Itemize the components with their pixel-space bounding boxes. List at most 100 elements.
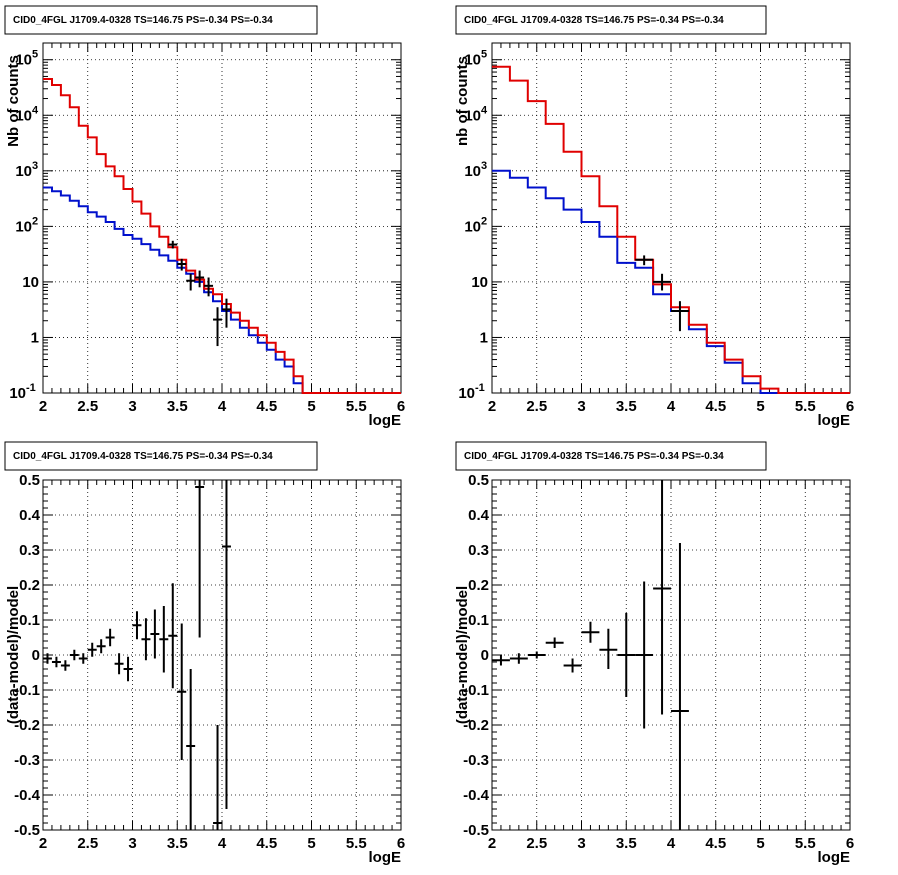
x-tick-label: 4 — [218, 398, 227, 415]
y-tick-base: 10 — [9, 385, 26, 402]
y-tick-label: 10 — [22, 274, 39, 291]
y-tick-label: 10 — [464, 218, 481, 235]
x-tick-label: 3.5 — [167, 835, 188, 852]
data-point — [69, 649, 79, 661]
data-point — [96, 639, 106, 654]
grid — [492, 43, 850, 393]
y-tick-exponent: 4 — [32, 104, 39, 116]
x-tick-label: 6 — [397, 398, 405, 415]
x-tick-label: 5.5 — [346, 398, 367, 415]
data-point — [43, 653, 52, 664]
y-tick-label: 10 — [15, 218, 32, 235]
y-tick-base: 10 — [464, 163, 481, 180]
y-axis-label: (data-model)/model — [454, 586, 471, 724]
y-tick-exponent: 3 — [481, 160, 487, 172]
data-point — [195, 270, 205, 288]
data-point — [123, 656, 133, 682]
x-tick-label: 2.5 — [526, 398, 547, 415]
data-point — [545, 637, 564, 648]
data-point — [671, 543, 689, 830]
data-point — [671, 301, 689, 332]
data-point — [60, 660, 70, 671]
y-tick-base: 10 — [15, 218, 32, 235]
title-box — [4, 441, 318, 471]
y-tick-base: 1 — [480, 329, 488, 346]
y-tick-label: 0.4 — [19, 507, 41, 524]
y-tick-label: 10 — [471, 274, 488, 291]
panel-top-left: CID0_4FGL J1709.4-0328 TS=146.75 PS=-0.3… — [4, 5, 405, 429]
data-point — [105, 628, 115, 647]
data-point — [509, 653, 528, 664]
x-tick-label: 3.5 — [616, 835, 637, 852]
x-tick-label: 4.5 — [705, 835, 726, 852]
y-tick-exponent: -1 — [475, 382, 485, 394]
data-point — [141, 618, 151, 661]
x-tick-label: 2.5 — [77, 835, 98, 852]
y-tick-label: 1 — [31, 329, 39, 346]
y-axis-label: Nb of counts — [5, 55, 22, 147]
data-point — [617, 613, 636, 697]
data-point — [195, 480, 205, 638]
series-model-background — [43, 186, 401, 394]
title-box — [4, 5, 318, 35]
y-tick-label: -0.3 — [14, 752, 40, 769]
y-tick-label: 1 — [480, 329, 488, 346]
x-tick-label: 2 — [39, 835, 47, 852]
y-tick-label: 0.3 — [19, 542, 40, 559]
y-tick-label: 0.5 — [19, 472, 40, 489]
data-point — [168, 583, 178, 689]
x-tick-label: 3.5 — [167, 398, 188, 415]
y-axis-label: (data-model)/model — [5, 586, 22, 724]
data-point — [150, 609, 160, 659]
y-tick-label: 10 — [464, 163, 481, 180]
y-tick-label: 10 — [9, 385, 26, 402]
x-tick-label: 3 — [128, 398, 136, 415]
x-tick-label: 2 — [39, 398, 47, 415]
data-point — [635, 581, 654, 729]
y-tick-base: 10 — [15, 52, 32, 69]
y-tick-exponent: 2 — [32, 215, 38, 227]
data-point — [159, 606, 169, 673]
x-tick-label: 3 — [577, 398, 585, 415]
y-tick-label: -0.5 — [14, 822, 40, 839]
y-tick-base: 10 — [471, 274, 488, 291]
data-point — [78, 653, 88, 664]
y-tick-exponent: -1 — [26, 382, 36, 394]
title-box — [455, 5, 767, 35]
y-tick-base: 1 — [31, 329, 39, 346]
x-tick-label: 4 — [667, 835, 676, 852]
x-tick-label: 4 — [667, 398, 676, 415]
data-point — [132, 611, 142, 640]
x-tick-label: 5 — [756, 835, 764, 852]
data-point — [186, 273, 196, 291]
x-axis-label: logE — [369, 849, 402, 866]
y-tick-base: 10 — [464, 52, 481, 69]
data-point — [177, 623, 187, 760]
data-point — [653, 273, 671, 291]
y-tick-label: -0.5 — [463, 822, 489, 839]
panel-title: CID0_4FGL J1709.4-0328 TS=146.75 PS=-0.3… — [13, 15, 273, 26]
y-tick-label: 0.1 — [468, 612, 489, 629]
y-tick-exponent: 5 — [481, 49, 487, 61]
y-tick-label: -0.4 — [14, 787, 41, 804]
y-tick-label: -0.3 — [463, 752, 489, 769]
y-axis-label: nb of counts — [454, 56, 471, 146]
data-point — [599, 628, 618, 669]
x-axis-label: logE — [369, 412, 402, 429]
title-box — [455, 441, 767, 471]
x-tick-label: 4.5 — [256, 835, 277, 852]
y-tick-exponent: 2 — [481, 215, 487, 227]
x-tick-label: 5.5 — [795, 398, 816, 415]
data-point — [653, 480, 671, 715]
y-tick-label: -0.4 — [463, 787, 490, 804]
x-tick-label: 5.5 — [346, 835, 367, 852]
y-tick-label: -0.2 — [14, 717, 40, 734]
data-point — [563, 658, 582, 673]
data-point — [581, 621, 600, 643]
panel-bottom-left: CID0_4FGL J1709.4-0328 TS=146.75 PS=-0.3… — [4, 441, 405, 866]
data-point — [222, 480, 231, 809]
panel-bottom-right: CID0_4FGL J1709.4-0328 TS=146.75 PS=-0.3… — [454, 441, 854, 866]
panel-top-right: CID0_4FGL J1709.4-0328 TS=146.75 PS=-0.3… — [454, 5, 854, 429]
x-tick-label: 5 — [307, 398, 315, 415]
y-tick-exponent: 3 — [32, 160, 38, 172]
